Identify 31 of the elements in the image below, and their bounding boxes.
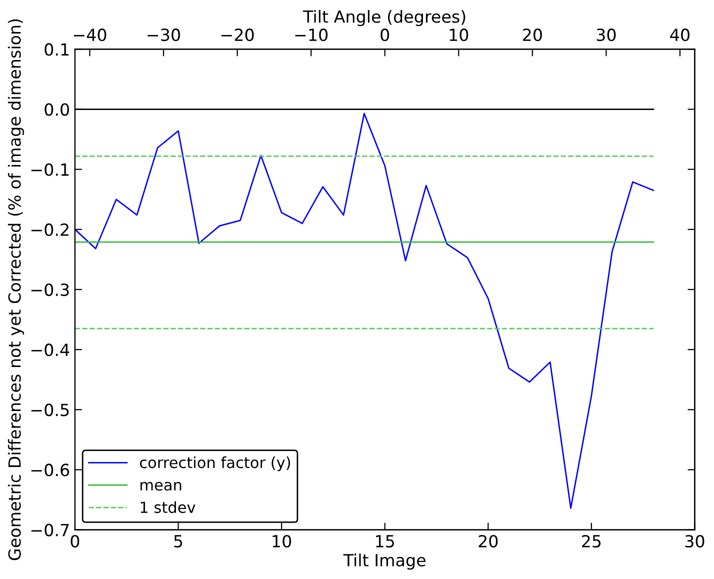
x2-tick-label: 10	[450, 28, 468, 42]
y-tick-label: −0.3	[31, 283, 69, 296]
x2-tick-label: −30	[148, 28, 180, 42]
legend-label: 1 stdev	[140, 501, 196, 514]
y-tick-label: −0.6	[31, 464, 70, 476]
x2-tick-label: 0	[380, 28, 390, 42]
x2-tick-label: −20	[221, 28, 254, 42]
y-axis-title: Geometric Differences not yet Corrected (% of image dimension)	[8, 19, 24, 560]
x2-tick-label: 40	[670, 28, 690, 42]
y-tick-label: 0.0	[44, 103, 70, 116]
x-tick-label: 30	[685, 534, 704, 548]
x-tick-label: 15	[376, 535, 394, 548]
y-tick-label: −0.1	[31, 163, 69, 176]
x2-tick-label: −40	[74, 28, 106, 42]
x2-axis-title: Tilt Angle (degrees)	[303, 10, 466, 26]
x2-tick-label: 20	[523, 28, 542, 42]
y-tick-label: 0.1	[44, 43, 69, 56]
y-tick-label: −0.7	[31, 524, 69, 536]
x-tick-label: 20	[478, 534, 498, 548]
y-tick-label: −0.4	[31, 344, 70, 356]
x-tick-label: 0	[70, 534, 80, 548]
x2-tick-label: −10	[295, 28, 328, 42]
legend-label: mean	[140, 482, 182, 491]
x-tick-label: 25	[582, 534, 601, 548]
x-tick-label: 10	[272, 534, 292, 548]
y-tick-label: −0.2	[31, 223, 68, 236]
x-axis-title: Tilt Image	[343, 554, 426, 570]
x-tick-label: 5	[174, 535, 182, 548]
legend-label: correction factor (y)	[140, 456, 290, 472]
y-tick-label: −0.5	[31, 404, 69, 416]
x2-tick-label: 30	[596, 28, 616, 42]
